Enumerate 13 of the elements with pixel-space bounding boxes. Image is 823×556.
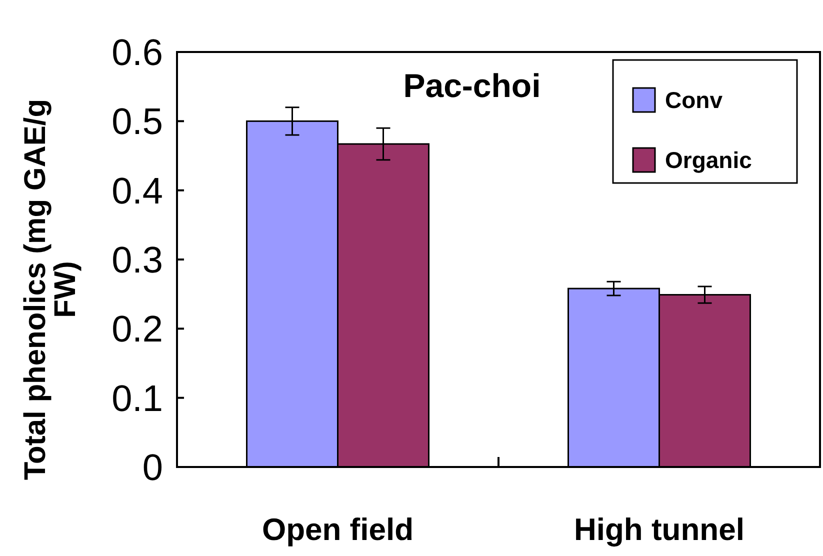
y-tick-label: 0 [142,446,163,488]
y-tick-label: 0.5 [112,101,163,142]
legend-label: Conv [665,87,723,114]
x-tick-label: Open field [262,512,414,547]
y-tick-label: 0.1 [112,378,163,419]
y-tick-label: 0.2 [112,308,163,350]
text: Pac-choi [403,67,541,104]
y-axis-title: Total phenolics (mg GAE/g FW) [19,98,82,480]
y-tick-label: 0.4 [112,170,163,212]
y-tick-label: 0.6 [112,32,163,73]
legend-label: Organic [665,147,752,174]
x-tick-label: High tunnel [574,512,744,547]
y-tick-label: 0.3 [112,239,163,280]
